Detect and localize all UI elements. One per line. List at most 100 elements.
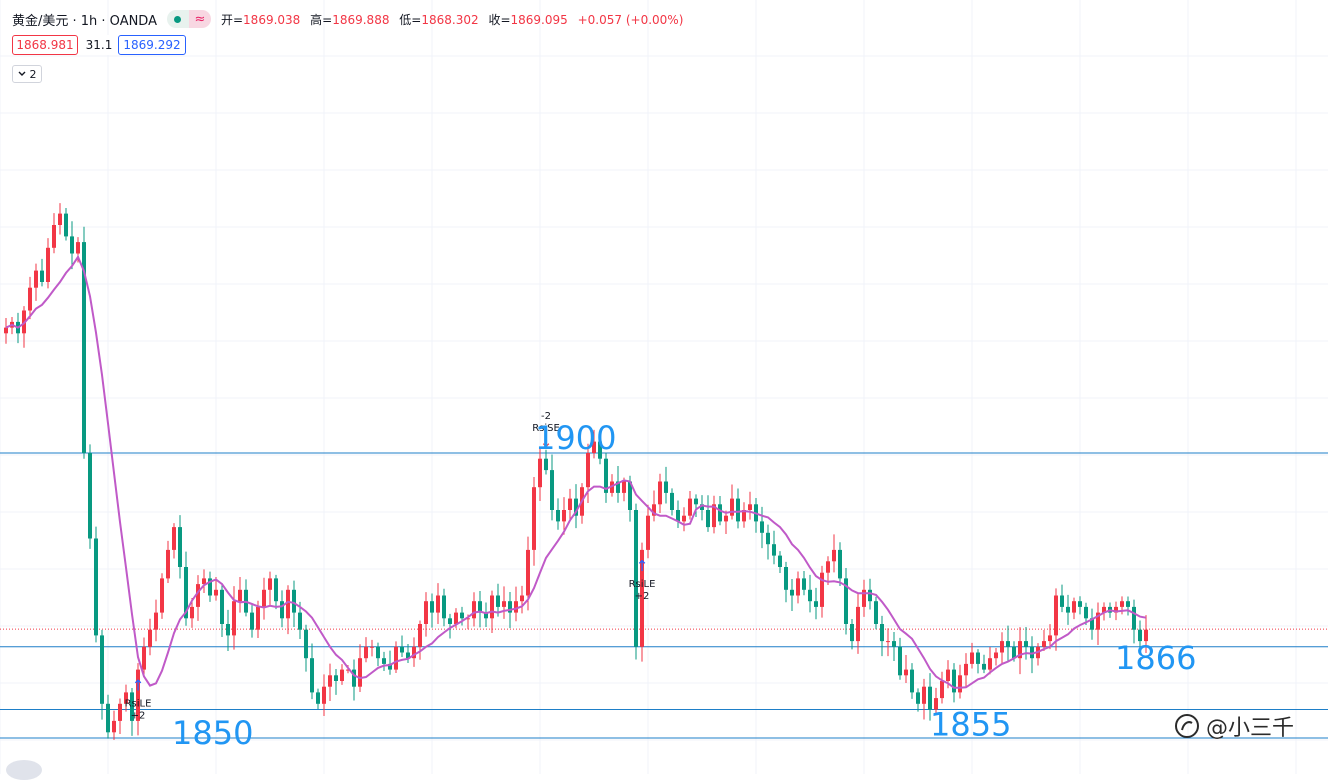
candle — [874, 596, 878, 630]
candle — [1024, 627, 1028, 660]
candle — [856, 593, 860, 654]
indicators-toggle-button[interactable]: 2 — [12, 65, 42, 83]
candle — [730, 484, 734, 520]
candle — [964, 653, 968, 688]
watermark: @小三千 — [1174, 710, 1294, 742]
candle — [172, 523, 176, 559]
candle — [1066, 594, 1070, 625]
candle — [1138, 620, 1142, 651]
sell-price-button[interactable]: 1868.981 — [12, 35, 78, 55]
signal-qty: +2 — [635, 591, 650, 602]
candle — [886, 628, 890, 657]
high-value: 1869.888 — [332, 12, 390, 27]
ohlc-values: 开=1869.038 高=1869.888 低=1868.302 收=1869.… — [221, 11, 689, 28]
candle — [676, 500, 680, 528]
candle — [502, 586, 506, 619]
signal-qty: +2 — [131, 711, 146, 722]
candle — [1144, 615, 1148, 653]
candle — [712, 495, 716, 534]
status-indicators[interactable]: ≈ — [166, 10, 211, 28]
candle — [280, 590, 284, 628]
candle — [850, 619, 854, 650]
signal-label: RsiLE — [629, 579, 656, 590]
candle — [1030, 636, 1034, 674]
buy-price-button[interactable]: 1869.292 — [118, 35, 186, 55]
candle — [586, 443, 590, 504]
candle — [400, 635, 404, 658]
candle — [652, 490, 656, 522]
candle — [808, 574, 812, 613]
candle — [766, 524, 770, 560]
high-label: 高= — [310, 12, 333, 27]
candle — [724, 510, 728, 534]
candle — [958, 664, 962, 699]
candle — [388, 650, 392, 675]
candle — [118, 698, 122, 735]
candle — [1006, 625, 1010, 662]
candle — [160, 573, 164, 619]
candle — [220, 582, 224, 638]
candle — [640, 542, 644, 662]
candle — [940, 671, 944, 704]
candle — [862, 579, 866, 617]
close-label: 收= — [488, 12, 511, 27]
candle — [418, 620, 422, 660]
candle — [1018, 627, 1022, 675]
candle — [472, 592, 476, 627]
candle — [226, 609, 230, 651]
candle — [994, 647, 998, 666]
candle — [982, 654, 986, 674]
candle — [760, 506, 764, 549]
candle — [142, 637, 146, 676]
candle — [46, 238, 50, 289]
candle — [364, 637, 368, 663]
candle — [430, 593, 434, 628]
candle — [190, 597, 194, 628]
arrow-up-icon: ↑ — [132, 677, 145, 695]
candle — [826, 556, 830, 586]
candle — [556, 498, 560, 530]
candle — [484, 602, 488, 628]
candle — [238, 577, 242, 613]
candle — [340, 664, 344, 685]
candle — [382, 651, 386, 672]
candle — [310, 643, 314, 700]
candle — [124, 684, 128, 712]
indicator-count: 2 — [29, 67, 37, 81]
candle — [574, 484, 578, 529]
chart-legend: 黄金/美元 · 1h · OANDA ≈ 开=1869.038 高=1869.8… — [12, 9, 689, 29]
candle — [796, 571, 800, 604]
chevron-down-icon — [18, 71, 25, 76]
candle — [424, 592, 428, 637]
candle — [334, 668, 338, 695]
candle — [1090, 608, 1094, 640]
candle — [106, 694, 110, 739]
candle — [802, 570, 806, 596]
candle — [322, 674, 326, 716]
horizontal-levels — [0, 452, 1328, 739]
candle — [352, 659, 356, 701]
candle — [670, 488, 674, 516]
symbol-title[interactable]: 黄金/美元 · 1h · OANDA — [12, 13, 157, 29]
candle — [202, 569, 206, 594]
candle — [532, 476, 536, 566]
candle — [496, 583, 500, 617]
candle — [286, 585, 290, 635]
scroll-to-start-icon[interactable] — [6, 760, 42, 780]
candle — [1060, 584, 1064, 613]
candle — [892, 632, 896, 662]
candle — [970, 642, 974, 669]
candle — [934, 687, 938, 714]
candle — [328, 663, 332, 702]
candle — [376, 642, 380, 667]
candle — [562, 497, 566, 535]
low-label: 低= — [399, 12, 422, 27]
candle — [682, 507, 686, 532]
market-open-icon — [166, 10, 189, 28]
candle — [214, 577, 218, 601]
candle — [832, 534, 836, 573]
candle — [316, 688, 320, 710]
